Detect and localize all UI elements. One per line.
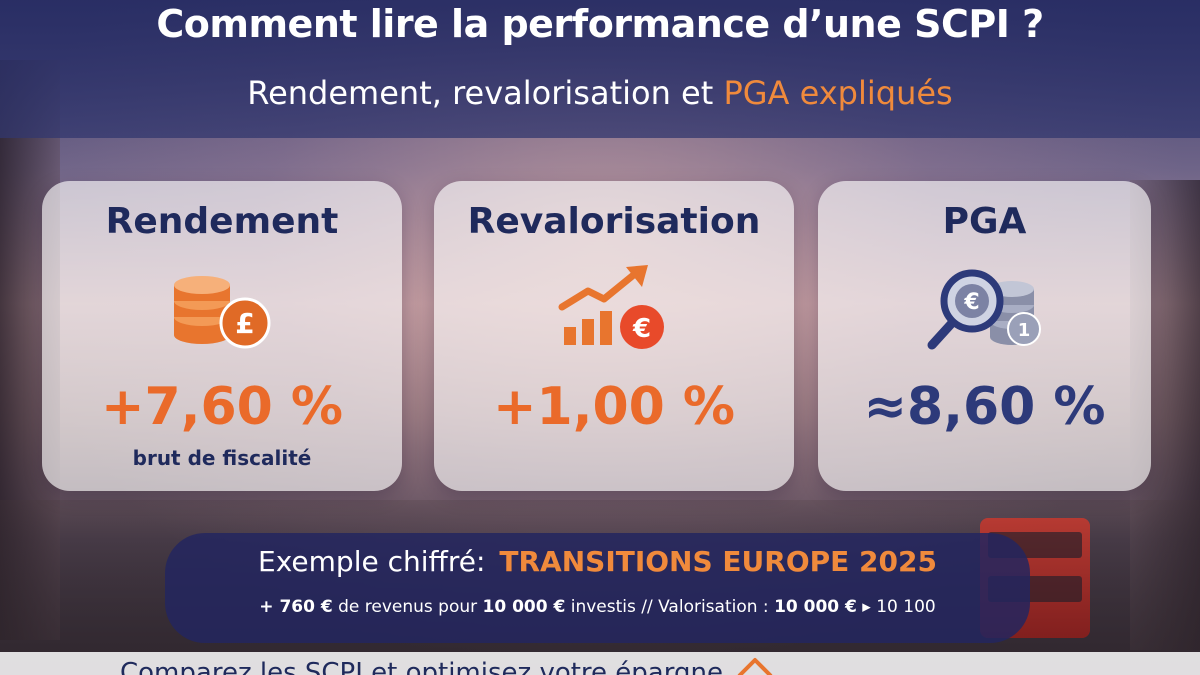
growth-chart-euro-icon: € xyxy=(554,265,674,359)
page-title: Comment lire la performance d’une SCPI ? xyxy=(156,2,1044,46)
card-value: +7,60 % xyxy=(100,377,344,437)
example-revenue: + 760 € xyxy=(259,597,333,617)
svg-text:1: 1 xyxy=(1017,320,1030,341)
card-value: +1,00 % xyxy=(492,377,736,437)
bottom-band: Comparez les SCPI et optimisez votre épa… xyxy=(0,652,1200,675)
card-title: Rendement xyxy=(105,201,339,242)
subtitle-text: Rendement, revalorisation et xyxy=(247,74,724,112)
example-details: + 760 € de revenus pour 10 000 € investi… xyxy=(165,597,1030,617)
card-value: ≈8,60 % xyxy=(863,377,1106,437)
card-revalorisation: Revalorisation € +1,00 % xyxy=(434,181,794,491)
card-note: brut de fiscalité xyxy=(132,446,312,470)
house-icon xyxy=(735,656,775,675)
example-valuation-end: ▸ 10 100 xyxy=(856,597,936,617)
example-text: de revenus pour xyxy=(332,597,483,617)
example-text: investis // Valorisation : xyxy=(565,597,775,617)
card-rendement: Rendement £ +7,60 % brut de fiscalité xyxy=(42,181,402,491)
example-label: Exemple chiffré: xyxy=(258,545,486,578)
svg-text:€: € xyxy=(963,290,979,315)
page-subtitle: Rendement, revalorisation et PGA expliqu… xyxy=(0,74,1200,112)
card-title: Revalorisation xyxy=(467,201,761,242)
svg-text:€: € xyxy=(632,314,651,344)
example-valuation-start: 10 000 € xyxy=(774,597,857,617)
header-band: Comment lire la performance d’une SCPI ?… xyxy=(0,0,1200,138)
magnifier-euro-icon: 1 € xyxy=(920,265,1050,359)
example-investment: 10 000 € xyxy=(482,597,566,617)
card-pga: PGA 1 € ≈8,60 % xyxy=(818,181,1151,491)
example-fund-name: TRANSITIONS EUROPE 2025 xyxy=(499,545,937,578)
svg-text:£: £ xyxy=(235,307,254,340)
example-band: Exemple chiffré: TRANSITIONS EUROPE 2025 … xyxy=(165,533,1030,643)
subtitle-accent: PGA expliqués xyxy=(723,74,953,112)
bottom-text: Comparez les SCPI et optimisez votre épa… xyxy=(120,658,723,675)
example-headline: Exemple chiffré: TRANSITIONS EUROPE 2025 xyxy=(165,545,1030,578)
coins-pound-icon: £ xyxy=(167,265,277,359)
card-title: PGA xyxy=(942,201,1027,242)
